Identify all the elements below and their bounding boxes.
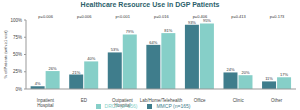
svg-text:InpatientHospital: InpatientHospital [37,98,55,108]
svg-text:24%: 24% [226,67,234,72]
svg-text:Other: Other [271,98,283,103]
svg-text:20%: 20% [241,70,249,75]
svg-text:p=0.406: p=0.406 [193,14,208,19]
svg-text:4%: 4% [35,81,41,86]
svg-text:Office: Office [194,98,206,103]
svg-text:17%: 17% [280,72,288,77]
svg-text:p=0.006: p=0.006 [77,14,92,19]
svg-text:0%: 0% [15,87,22,92]
svg-text:p=0.016: p=0.016 [154,14,169,19]
svg-text:100%: 100% [10,18,22,23]
svg-text:26%: 26% [49,66,57,71]
svg-text:p=0.413: p=0.413 [231,14,246,19]
svg-text:p=0.173: p=0.173 [270,14,285,19]
svg-text:50%: 50% [13,52,22,57]
svg-text:Clinic: Clinic [233,98,245,103]
svg-text:ED: ED [81,98,88,103]
svg-text:95%: 95% [203,18,211,23]
svg-text:21%: 21% [72,70,80,75]
svg-text:25%: 25% [13,69,22,74]
svg-text:64%: 64% [149,40,157,45]
svg-text:81%: 81% [164,28,172,33]
svg-text:p<0.001: p<0.001 [115,14,130,19]
svg-text:% of Patients (with ≥1 visit): % of Patients (with ≥1 visit) [8,30,9,79]
svg-text:93%: 93% [188,20,196,25]
svg-text:11%: 11% [265,76,273,81]
svg-text:p=0.006: p=0.006 [38,14,53,19]
svg-text:79%: 79% [126,29,134,34]
svg-text:53%: 53% [111,47,119,52]
svg-text:Lab/Home/Telehealth: Lab/Home/Telehealth [140,98,183,103]
svg-text:OutpatientHospital: OutpatientHospital [112,98,134,108]
svg-text:40%: 40% [87,56,95,61]
svg-text:75%: 75% [13,35,22,40]
